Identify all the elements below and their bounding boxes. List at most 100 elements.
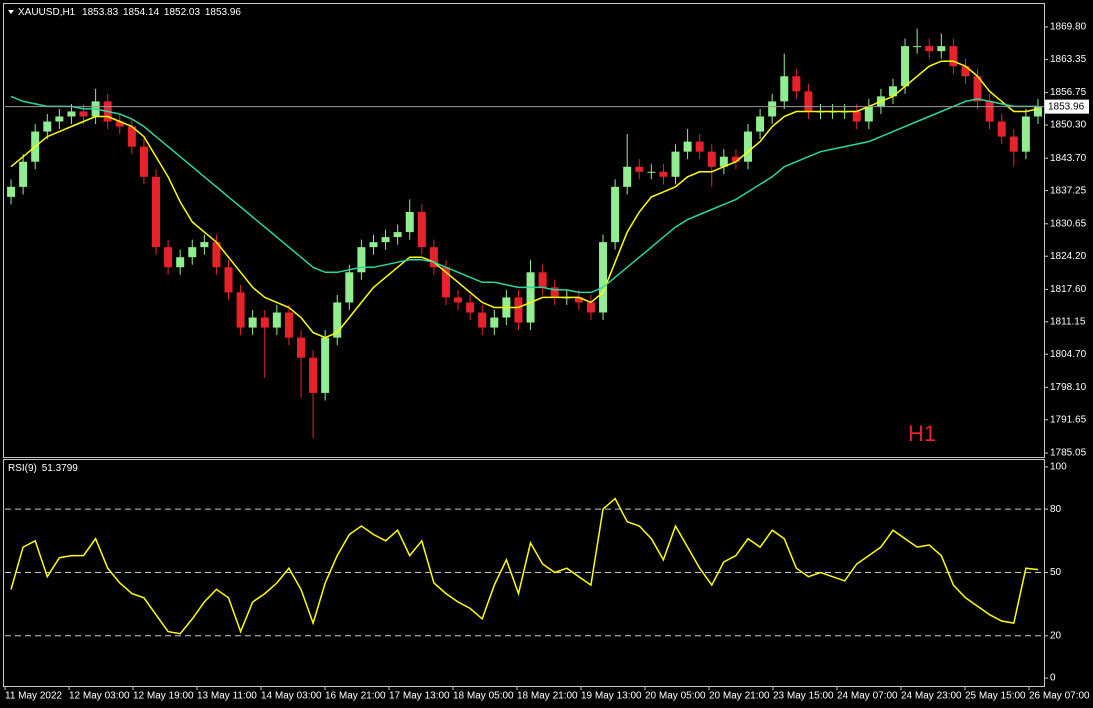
candle-body: [888, 86, 897, 97]
candle-body: [43, 121, 52, 132]
y-tick-label: 1811.15: [1050, 316, 1086, 327]
rsi-header: RSI(9) 51.3799: [8, 463, 78, 474]
candle-body: [647, 171, 656, 173]
candle-body: [345, 272, 354, 303]
y-tick-label: 1843.70: [1050, 153, 1087, 164]
candle-body: [454, 297, 463, 303]
candle-body: [756, 116, 765, 132]
x-tick-label: 13 May 11:00: [197, 691, 257, 702]
candle-body: [260, 317, 269, 328]
candle-body: [574, 297, 583, 303]
candle-body: [478, 312, 487, 328]
y-tick-label: 1785.05: [1050, 448, 1087, 459]
x-tick-label: 26 May 07:00: [1029, 691, 1090, 702]
candle-body: [683, 141, 692, 152]
candle-body: [1033, 106, 1042, 117]
candle-body: [695, 141, 704, 152]
candle-body: [937, 46, 946, 52]
rsi-line: [10, 497, 1039, 635]
x-tick-label: 20 May 05:00: [645, 691, 706, 702]
candle-body: [7, 186, 16, 197]
rsi-current: 51.3799: [42, 463, 79, 474]
candle-body: [224, 267, 233, 293]
y-tick-label: 1856.75: [1050, 87, 1087, 98]
x-tick-label: 12 May 03:00: [69, 691, 130, 702]
candle-body: [381, 237, 390, 243]
candle-body: [550, 287, 559, 298]
x-tick-label: 18 May 21:00: [517, 691, 578, 702]
candle-body: [707, 151, 716, 167]
rsi-name: RSI(9): [8, 463, 37, 474]
high-price: 1854.14: [123, 7, 160, 18]
x-tick-label: 25 May 15:00: [965, 691, 1026, 702]
price-panel: [3, 3, 1045, 458]
candle-body: [780, 76, 789, 102]
moving-average: [10, 60, 1039, 339]
candle-body: [79, 111, 88, 117]
candle-body: [792, 76, 801, 92]
candle-body: [164, 247, 173, 268]
candle-body: [623, 166, 632, 187]
x-tick-label: 17 May 13:00: [389, 691, 450, 702]
y-tick-label: 1817.60: [1050, 284, 1087, 295]
candle-body: [405, 211, 414, 233]
y-tick-label: 50: [1050, 567, 1062, 578]
candle-body: [901, 46, 910, 87]
candle-body: [586, 302, 595, 313]
rsi-panel: [3, 459, 1045, 687]
candle-body: [393, 232, 402, 238]
candle-body: [611, 186, 620, 243]
y-tick-label: 1850.30: [1050, 120, 1087, 131]
y-tick-label: 1824.20: [1050, 251, 1087, 262]
candle-body: [152, 176, 161, 248]
candle-body: [188, 247, 197, 258]
candle-body: [248, 317, 257, 328]
candle-body: [997, 121, 1006, 137]
open-price: 1853.83: [82, 7, 119, 18]
candle-body: [321, 337, 330, 393]
candle-body: [236, 292, 245, 328]
price-box: [1045, 99, 1089, 114]
candle-body: [852, 111, 861, 122]
x-tick-label: 18 May 05:00: [453, 691, 514, 702]
candle-body: [357, 247, 366, 273]
candle-body: [1021, 116, 1030, 152]
candle-body: [514, 297, 523, 323]
candle-body: [671, 151, 680, 177]
candle-body: [441, 267, 450, 298]
y-tick-label: 0: [1050, 673, 1056, 684]
candle-body: [659, 171, 668, 177]
candle-body: [115, 121, 124, 127]
candle-body: [67, 111, 76, 117]
timeframe-watermark: H1: [908, 421, 936, 446]
candle-body: [538, 272, 547, 288]
y-tick-label: 1869.80: [1050, 22, 1087, 33]
y-tick-label: 1798.10: [1050, 382, 1087, 393]
candle-body: [212, 242, 221, 268]
candle-body: [429, 247, 438, 268]
y-tick-label: 1863.35: [1050, 54, 1087, 65]
candle-body: [284, 312, 293, 338]
x-tick-label: 24 May 23:00: [901, 691, 962, 702]
y-tick-label: 100: [1050, 462, 1067, 473]
candle-body: [176, 257, 185, 268]
candle-body: [296, 337, 305, 358]
candle-body: [309, 357, 318, 393]
candle-body: [985, 101, 994, 122]
x-tick-label: 14 May 03:00: [261, 691, 322, 702]
candle-body: [913, 46, 922, 48]
candle-body: [466, 302, 475, 313]
candle-body: [369, 242, 378, 248]
candle-body: [731, 156, 740, 162]
candle-body: [1009, 136, 1018, 152]
x-tick-label: 12 May 19:00: [133, 691, 194, 702]
y-tick-label: 1804.70: [1050, 349, 1087, 360]
candle-body: [200, 242, 209, 248]
x-tick-label: 23 May 15:00: [773, 691, 834, 702]
candle-body: [333, 302, 342, 338]
candle-body: [719, 156, 728, 167]
menu-arrow[interactable]: [8, 10, 14, 14]
x-tick-label: 24 May 07:00: [837, 691, 898, 702]
candle-body: [635, 166, 644, 172]
